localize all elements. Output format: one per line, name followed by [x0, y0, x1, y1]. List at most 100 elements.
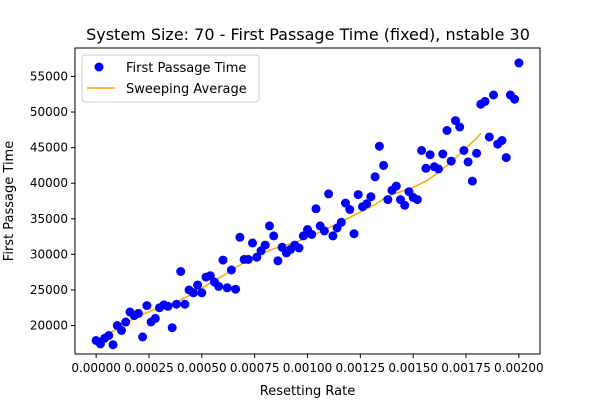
- scatter-point: [172, 299, 181, 309]
- scatter-point: [163, 301, 173, 311]
- scatter-point: [142, 301, 152, 311]
- scatter-point: [197, 288, 207, 298]
- scatter-point: [167, 323, 177, 333]
- y-tick-label: 45000: [30, 141, 68, 155]
- legend-label-sweeping-average: Sweeping Average: [126, 82, 247, 97]
- scatter-point: [150, 313, 160, 323]
- scatter-point: [484, 132, 494, 142]
- x-tick-label: 0.00000: [71, 361, 121, 375]
- scatter-point: [260, 240, 270, 250]
- scatter-point: [421, 163, 431, 173]
- legend: First Passage Time Sweeping Average: [81, 54, 260, 103]
- scatter-point: [180, 299, 190, 309]
- scatter-point: [349, 229, 359, 239]
- scatter-point: [400, 200, 410, 210]
- scatter-point: [463, 157, 473, 167]
- scatter-point: [374, 141, 384, 151]
- scatter-point: [446, 156, 456, 166]
- scatter-point: [353, 190, 363, 200]
- y-axis-label: First Passage Time: [2, 141, 17, 261]
- scatter-point: [383, 195, 393, 205]
- chart-title: System Size: 70 - First Passage Time (fi…: [86, 25, 530, 44]
- scatter-point: [205, 271, 215, 281]
- scatter-point: [366, 192, 376, 202]
- scatter-point: [455, 122, 465, 132]
- scatter-point: [117, 326, 126, 335]
- scatter-point: [218, 255, 228, 265]
- scatter-point: [311, 204, 321, 214]
- x-tick-label: 0.00200: [494, 361, 544, 375]
- scatter-point: [108, 340, 118, 350]
- scatter-point: [193, 280, 203, 290]
- scatter-point: [412, 195, 422, 205]
- x-tick-label: 0.00150: [388, 361, 438, 375]
- x-axis-label: Resetting Rate: [260, 384, 355, 399]
- scatter-point: [176, 267, 186, 276]
- scatter-point: [362, 199, 372, 209]
- x-tick-label: 0.00025: [124, 361, 174, 375]
- x-tick-label: 0.00075: [230, 361, 280, 375]
- legend-label-first-passage-time: First Passage Time: [126, 61, 246, 76]
- scatter-point: [248, 238, 257, 248]
- scatter-point: [514, 58, 524, 68]
- scatter-point: [273, 256, 283, 266]
- scatter-point: [307, 229, 317, 239]
- x-tick-label: 0.00175: [441, 361, 491, 375]
- scatter-point: [434, 164, 443, 174]
- scatter-point: [467, 176, 477, 186]
- scatter-point: [231, 284, 241, 294]
- x-tick-label: 0.00050: [177, 361, 227, 375]
- scatter-point: [341, 198, 350, 208]
- x-axis-ticks: 0.00000 0.00025 0.00050 0.00075 0.00100 0.001…: [71, 354, 544, 375]
- scatter-point: [188, 288, 198, 298]
- legend-scatter-marker: [94, 62, 104, 72]
- scatter-point: [104, 331, 114, 340]
- scatter-point: [417, 146, 427, 155]
- scatter-point: [265, 221, 274, 231]
- scatter-point: [235, 232, 245, 242]
- scatter-point: [451, 116, 460, 126]
- y-tick-label: 55000: [30, 69, 68, 83]
- scatter-point: [438, 149, 448, 159]
- legend-box: [81, 54, 260, 103]
- y-tick-label: 20000: [30, 319, 68, 333]
- plot-frame: [74, 47, 541, 355]
- scatter-point: [214, 281, 224, 291]
- scatter-point: [226, 265, 236, 275]
- scatter-point: [345, 205, 355, 214]
- scatter-point: [510, 94, 520, 104]
- y-tick-label: 30000: [30, 247, 68, 261]
- scatter-point: [243, 254, 253, 264]
- scatter-point: [472, 148, 482, 158]
- y-tick-label: 35000: [30, 212, 68, 226]
- scatter-point: [222, 283, 232, 293]
- scatter-point: [298, 231, 308, 241]
- x-tick-label: 0.00100: [283, 361, 333, 375]
- scatter-point: [480, 96, 490, 106]
- scatter-point: [501, 153, 511, 163]
- scatter-point: [391, 181, 401, 191]
- scatter-point: [336, 217, 346, 227]
- scatter-point: [442, 126, 452, 135]
- scatter-point: [489, 90, 498, 100]
- scatter-point: [379, 160, 389, 170]
- scatter-point: [459, 146, 469, 155]
- y-tick-label: 40000: [30, 176, 68, 190]
- scatter-point: [370, 172, 380, 182]
- scatter-point: [319, 226, 329, 236]
- y-tick-label: 50000: [30, 105, 68, 119]
- scatter-point: [425, 150, 435, 160]
- first-passage-time-series: [91, 58, 524, 350]
- y-axis-ticks: 20000 25000 30000 35000 40000 45000 50000 55000: [30, 69, 75, 333]
- scatter-point: [133, 308, 143, 318]
- scatter-point: [269, 231, 279, 241]
- scatter-point: [121, 317, 131, 327]
- y-tick-label: 25000: [30, 283, 68, 297]
- scatter-point: [252, 252, 262, 262]
- scatter-point: [497, 136, 507, 145]
- scatter-point: [294, 243, 304, 253]
- scatter-point: [324, 189, 334, 199]
- scatter-point: [138, 332, 148, 342]
- scatter-point: [328, 231, 338, 241]
